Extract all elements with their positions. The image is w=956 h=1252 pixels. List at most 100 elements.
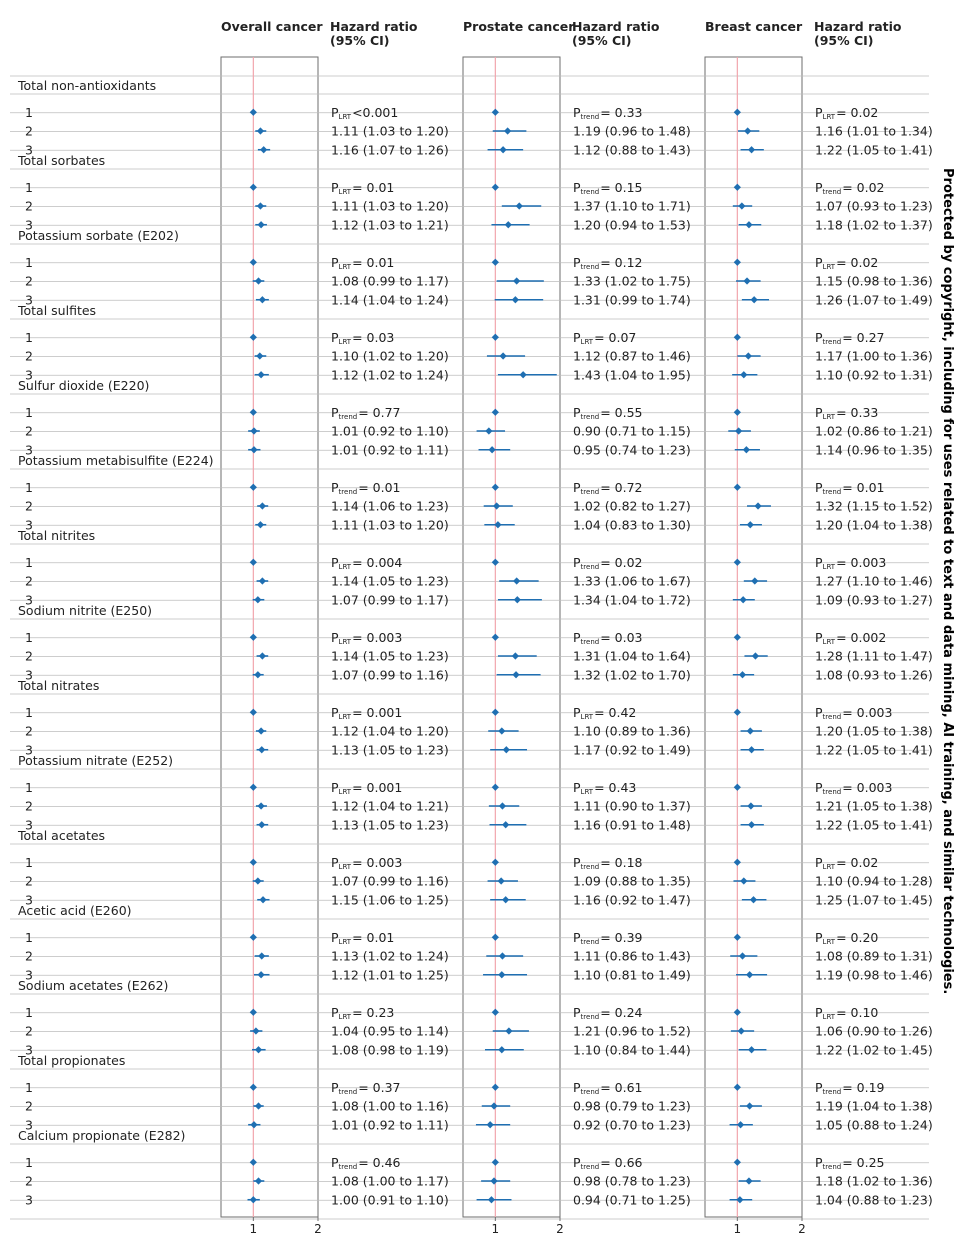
p-value: PLRT= 0.001 [331,780,402,796]
hr-marker [502,746,510,754]
hazard-ratio-value: 1.12 (1.04 to 1.21) [331,799,449,814]
hazard-ratio-value: 1.09 (0.93 to 1.27) [815,592,933,607]
p-value: PLRT= 0.43 [573,780,636,796]
hr-marker [249,558,257,566]
hr-marker [249,408,257,416]
hr-marker [738,202,746,210]
hr-marker [258,952,266,960]
hr-marker [733,408,741,416]
value-header-2: Hazard ratio [814,19,902,34]
tertile-label: 3 [25,1192,33,1207]
hazard-ratio-value: 1.14 (1.06 to 1.23) [331,499,449,514]
hr-marker [744,352,752,360]
hr-marker [515,202,523,210]
p-value: Ptrend= 0.01 [331,480,400,496]
hazard-ratio-value: 1.08 (1.00 to 1.16) [331,1099,449,1114]
tertile-label: 3 [25,142,33,157]
tertile-label: 1 [25,780,33,795]
tertile-label: 1 [25,1080,33,1095]
hazard-ratio-value: 1.01 (0.92 to 1.11) [331,1117,449,1132]
hr-marker [249,333,257,341]
p-value: Ptrend= 0.72 [573,480,642,496]
p-value: Ptrend= 0.37 [331,1080,400,1096]
p-value: PLRT= 0.23 [331,1005,394,1021]
group-label: Potassium metabisulfite (E224) [18,453,214,468]
tertile-label: 3 [25,967,33,982]
hazard-ratio-value: 1.32 (1.15 to 1.52) [815,499,933,514]
panel-title-0: Overall cancer [221,19,323,34]
hr-marker [733,183,741,191]
hazard-ratio-value: 1.17 (1.00 to 1.36) [815,349,933,364]
hr-marker [257,971,265,979]
hazard-ratio-value: 1.31 (1.04 to 1.64) [573,649,691,664]
hr-marker [494,521,502,529]
hr-marker [490,1102,498,1110]
hazard-ratio-value: 1.18 (1.02 to 1.36) [815,1174,933,1189]
tertile-label: 2 [25,1024,33,1039]
tertile-label: 1 [25,180,33,195]
hazard-ratio-value: 1.13 (1.05 to 1.23) [331,817,449,832]
hazard-ratio-value: 1.13 (1.05 to 1.23) [331,742,449,757]
hazard-ratio-value: 1.06 (0.90 to 1.26) [815,1024,933,1039]
tertile-label: 3 [25,292,33,307]
hr-marker [249,183,257,191]
hazard-ratio-value: 1.12 (1.04 to 1.20) [331,724,449,739]
p-value: Ptrend= 0.12 [573,255,642,271]
hazard-ratio-value: 1.21 (1.05 to 1.38) [815,799,933,814]
hazard-ratio-value: 1.22 (1.05 to 1.41) [815,742,933,757]
hr-marker [498,727,506,735]
p-value: Ptrend= 0.19 [815,1080,885,1096]
p-value: PLRT<0.001 [331,105,398,121]
hazard-ratio-value: 1.14 (1.04 to 1.24) [331,292,449,307]
p-value: PLRT= 0.02 [815,255,878,271]
hr-marker [491,933,499,941]
group-label: Acetic acid (E260) [18,903,132,918]
p-value: Ptrend= 0.33 [573,105,642,121]
tertile-label: 2 [25,124,33,139]
p-value: Ptrend= 0.03 [573,630,642,646]
hazard-ratio-value: 0.90 (0.71 to 1.15) [573,424,691,439]
hr-marker [254,877,262,885]
tertile-label: 1 [25,930,33,945]
hr-marker [502,821,510,829]
hazard-ratio-value: 1.12 (1.02 to 1.24) [331,367,449,382]
p-value: Ptrend= 0.27 [815,330,884,346]
hr-marker [747,146,756,154]
hr-marker [733,1008,741,1016]
hr-marker [485,427,493,435]
hazard-ratio-value: 1.31 (0.99 to 1.74) [573,292,691,307]
group-label: Total nitrites [17,528,95,543]
hazard-ratio-value: 1.04 (0.88 to 1.23) [815,1192,933,1207]
tertile-label: 2 [25,349,33,364]
p-value: Ptrend= 0.18 [573,855,643,871]
hazard-ratio-value: 1.26 (1.07 to 1.49) [815,292,933,307]
hr-marker [743,277,751,285]
hazard-ratio-value: 1.16 (1.01 to 1.34) [815,124,933,139]
group-label: Total non-antioxidants [17,78,156,93]
hr-marker [733,708,741,716]
tertile-label: 1 [25,255,33,270]
hr-marker [511,296,519,304]
hr-marker [256,521,265,529]
hazard-ratio-value: 1.16 (1.07 to 1.26) [331,142,449,157]
tertile-label: 1 [25,405,33,420]
hr-marker [491,708,499,716]
hazard-ratio-value: 1.02 (0.82 to 1.27) [573,499,691,514]
hazard-ratio-value: 1.08 (0.99 to 1.17) [331,274,449,289]
hr-marker [259,896,267,904]
hr-marker [738,952,747,960]
hr-marker [490,1177,498,1185]
hr-marker [249,483,257,491]
value-header-1: Hazard ratio [572,19,660,34]
hazard-ratio-value: 1.20 (0.94 to 1.53) [573,217,691,232]
group-label: Potassium sorbate (E202) [18,228,179,243]
p-value: Ptrend= 0.77 [331,405,400,421]
tertile-label: 2 [25,649,33,664]
copyright-side-text: Protected by copyright, including for us… [940,168,955,994]
hr-marker [519,371,527,379]
hr-marker [754,502,762,510]
p-value: PLRT= 0.02 [815,855,878,871]
hr-marker [257,802,265,810]
hr-marker [249,633,257,641]
tertile-label: 3 [25,742,33,757]
